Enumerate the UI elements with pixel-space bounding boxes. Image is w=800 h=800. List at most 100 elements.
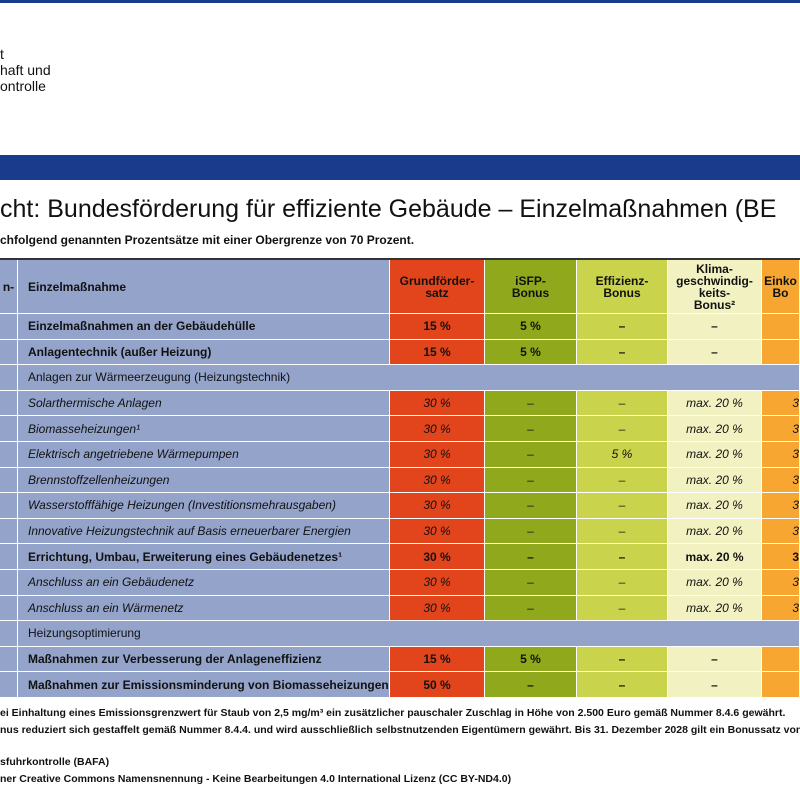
- value-cell: –: [577, 467, 668, 494]
- value-cell: [0, 390, 18, 417]
- table: n- Einzelmaßnahme Grundförder- satz iSFP- B…: [0, 258, 800, 700]
- footnote: nus reduziert sich gestaffelt gemäß Numm…: [0, 724, 800, 736]
- top-border: [0, 0, 800, 3]
- value-cell: –: [577, 544, 668, 570]
- value-cell: 3: [762, 493, 800, 519]
- credit: sfuhrkontrolle (BAFA): [0, 756, 110, 768]
- row-label: Solarthermische Anlagen: [18, 390, 390, 417]
- value-cell: max. 20 %: [668, 442, 762, 468]
- value-cell: 15 %: [390, 314, 485, 340]
- value-cell: 3: [762, 595, 800, 622]
- header-cell: Einko Bo: [762, 260, 800, 314]
- row-label: Anlagentechnik (außer Heizung): [18, 339, 390, 366]
- value-cell: –: [485, 595, 577, 622]
- section-cell: [0, 621, 18, 647]
- value-cell: 5 %: [485, 314, 577, 340]
- row-label: Einzelmaßnahmen an der Gebäudehülle: [18, 314, 390, 340]
- footnote: ei Einhaltung eines Emissionsgrenzwert f…: [0, 707, 786, 719]
- logo-line: ontrolle: [0, 78, 46, 94]
- header-cell: n-: [0, 260, 18, 314]
- header-cell: Klima- geschwindig- keits- Bonus²: [668, 260, 762, 314]
- credit: ner Creative Commons Namensnennung - Kei…: [0, 773, 512, 785]
- value-cell: max. 20 %: [668, 493, 762, 519]
- value-cell: 30 %: [390, 390, 485, 417]
- value-cell: [0, 646, 18, 673]
- row-label: Wasserstofffähige Heizungen (Investition…: [18, 493, 390, 519]
- title: cht: Bundesförderung für effiziente Gebä…: [0, 195, 777, 223]
- value-cell: [0, 672, 18, 698]
- value-cell: max. 20 %: [668, 544, 762, 570]
- row-label: Elektrisch angetriebene Wärmepumpen: [18, 442, 390, 468]
- row-label: Maßnahmen zur Verbesserung der Anlagenef…: [18, 646, 390, 673]
- value-cell: 30 %: [390, 442, 485, 468]
- value-cell: 30 %: [390, 493, 485, 519]
- value-cell: [0, 518, 18, 545]
- value-cell: 3: [762, 416, 800, 442]
- value-cell: 30 %: [390, 467, 485, 494]
- value-cell: –: [577, 416, 668, 442]
- value-cell: max. 20 %: [668, 518, 762, 545]
- value-cell: –: [668, 339, 762, 366]
- value-cell: –: [577, 570, 668, 596]
- value-cell: 30 %: [390, 544, 485, 570]
- row-label: Anschluss an ein Gebäudenetz: [18, 570, 390, 596]
- value-cell: [762, 339, 800, 366]
- value-cell: [0, 442, 18, 468]
- value-cell: max. 20 %: [668, 390, 762, 417]
- value-cell: –: [577, 390, 668, 417]
- value-cell: [0, 544, 18, 570]
- value-cell: max. 20 %: [668, 467, 762, 494]
- value-cell: max. 20 %: [668, 416, 762, 442]
- logo: t haft und ontrolle: [0, 46, 51, 94]
- value-cell: 15 %: [390, 339, 485, 366]
- value-cell: 3: [762, 544, 800, 570]
- row-label: Anschluss an ein Wärmenetz: [18, 595, 390, 622]
- row-label: Innovative Heizungstechnik auf Basis ern…: [18, 518, 390, 545]
- value-cell: [0, 493, 18, 519]
- value-cell: 3: [762, 390, 800, 417]
- logo-line: t: [0, 46, 4, 62]
- value-cell: [0, 416, 18, 442]
- value-cell: [762, 646, 800, 673]
- value-cell: 5 %: [577, 442, 668, 468]
- value-cell: 3: [762, 570, 800, 596]
- value-cell: –: [485, 544, 577, 570]
- value-cell: 30 %: [390, 570, 485, 596]
- value-cell: –: [668, 314, 762, 340]
- header-cell: Effizienz- Bonus: [577, 260, 668, 314]
- row-label: Maßnahmen zur Emissionsminderung von Bio…: [18, 672, 390, 698]
- value-cell: –: [485, 518, 577, 545]
- value-cell: 5 %: [485, 646, 577, 673]
- value-cell: max. 20 %: [668, 595, 762, 622]
- blue-band: [0, 155, 800, 180]
- value-cell: [0, 339, 18, 366]
- header-cell: Einzelmaßnahme: [18, 260, 390, 314]
- value-cell: [762, 314, 800, 340]
- section-cell: [0, 365, 18, 391]
- value-cell: max. 20 %: [668, 570, 762, 596]
- value-cell: –: [485, 570, 577, 596]
- value-cell: –: [577, 672, 668, 698]
- value-cell: [0, 314, 18, 340]
- value-cell: [0, 570, 18, 596]
- value-cell: 50 %: [390, 672, 485, 698]
- value-cell: –: [668, 646, 762, 673]
- value-cell: –: [485, 672, 577, 698]
- value-cell: –: [485, 467, 577, 494]
- value-cell: –: [577, 314, 668, 340]
- row-label: Errichtung, Umbau, Erweiterung eines Geb…: [18, 544, 390, 570]
- value-cell: [762, 672, 800, 698]
- value-cell: 3: [762, 442, 800, 468]
- value-cell: –: [485, 442, 577, 468]
- row-label: Brennstoffzellenheizungen: [18, 467, 390, 494]
- logo-line: haft und: [0, 62, 51, 78]
- value-cell: 3: [762, 518, 800, 545]
- value-cell: 5 %: [485, 339, 577, 366]
- value-cell: –: [485, 493, 577, 519]
- row-label: Biomasseheizungen¹: [18, 416, 390, 442]
- value-cell: 3: [762, 467, 800, 494]
- value-cell: –: [668, 672, 762, 698]
- value-cell: –: [577, 518, 668, 545]
- value-cell: 30 %: [390, 416, 485, 442]
